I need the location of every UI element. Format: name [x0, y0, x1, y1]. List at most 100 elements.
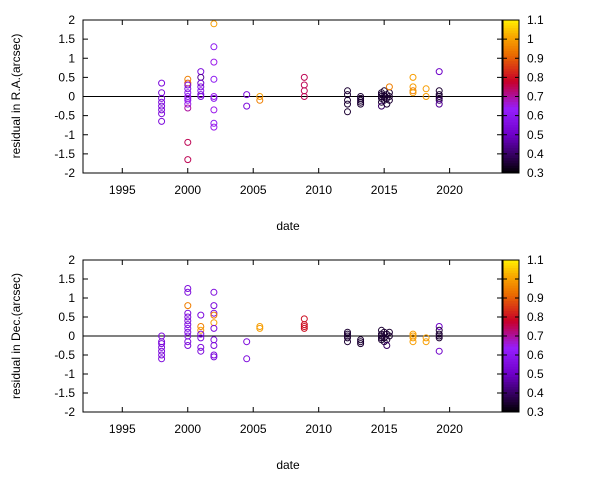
dec-y-tick-label: -2 [64, 405, 75, 419]
ra-colorbar-strip [503, 50, 519, 54]
dec-data-point [357, 336, 365, 344]
ra-data-point [435, 68, 443, 76]
ra-data-point [158, 102, 166, 110]
dec-data-point [409, 330, 417, 338]
ra-x-tick-label: 1995 [109, 183, 136, 197]
dec-data-point [210, 309, 218, 317]
dec-colorbar-strip [503, 315, 519, 319]
ra-colorbar-strip [503, 111, 519, 115]
dec-residual-panel: -2 -1.5 -1 -0.5 0 0.5 1 1.5 2 1995 2000 2005 2010 201… [9, 253, 544, 472]
ra-colorbar-tick-label: 0.8 [527, 70, 544, 84]
dec-data-point [210, 336, 218, 344]
dec-data-point [210, 311, 218, 319]
dec-colorbar-strip [503, 363, 519, 367]
dec-colorbar-strip [503, 303, 519, 306]
ra-data-point [210, 58, 218, 66]
ra-colorbar-strip [503, 114, 519, 118]
ra-colorbar-strip [503, 152, 519, 156]
dec-colorbar-strip [503, 270, 519, 274]
dec-colorbar-strip [503, 406, 519, 410]
dec-data-point [435, 334, 443, 342]
dec-colorbar-strip [503, 368, 519, 372]
dec-colorbar-strip [503, 275, 519, 279]
dec-colorbar-strip [503, 376, 519, 380]
dec-data-point [357, 338, 365, 346]
ra-data-point [184, 81, 192, 89]
dec-colorbar-strip [503, 391, 519, 395]
dec-colorbar-strip [503, 298, 519, 301]
dec-colorbar-strip [503, 292, 519, 296]
dec-data-point [256, 323, 264, 330]
dec-colorbar-strip [503, 389, 519, 393]
dec-data-point [422, 338, 430, 346]
ra-colorbar-strip [503, 86, 519, 90]
dec-data-point [210, 353, 218, 361]
ra-data-point [158, 98, 166, 106]
ra-colorbar-strip [503, 142, 519, 146]
dec-colorbar-strip [503, 409, 519, 413]
dec-colorbar-strip [503, 351, 519, 355]
ra-colorbar-tick-label: 0.6 [527, 109, 544, 123]
dec-colorbar-strip [503, 272, 519, 276]
dec-colorbar-strip [503, 295, 519, 299]
ra-colorbar-tick-label: 0.3 [527, 166, 544, 180]
ra-data-point [409, 87, 417, 95]
ra-data-point [435, 93, 443, 100]
dec-data-point [197, 330, 205, 338]
ra-colorbar-strip [503, 155, 519, 159]
dec-colorbar-strip [503, 348, 519, 352]
ra-colorbar-strip [503, 139, 519, 143]
ra-data-point [300, 73, 308, 81]
dec-colorbar-strip [503, 260, 519, 263]
dec-colorbar-strip [503, 356, 519, 360]
ra-data-point [357, 100, 365, 108]
dec-data-point [158, 343, 166, 351]
ra-data-point [197, 68, 205, 76]
ra-colorbar-strip [503, 150, 519, 153]
ra-y-tick-label: -0.5 [54, 109, 75, 123]
dec-y-tick-label: -1 [64, 367, 75, 381]
ra-colorbar-strip [503, 127, 519, 131]
ra-y-tick-label: 2 [68, 13, 75, 27]
ra-colorbar-strip [503, 60, 519, 64]
ra-y-tick-label: -1 [64, 128, 75, 142]
dec-data-point [158, 355, 166, 363]
ra-data-point [344, 100, 351, 108]
dec-data-point [158, 340, 166, 348]
dec-colorbar-strip [503, 361, 519, 365]
ra-colorbar-strip [503, 134, 519, 138]
ra-data-point [158, 89, 166, 97]
dec-colorbar-strip [503, 318, 519, 322]
ra-y-tick-label: 0 [68, 90, 75, 104]
ra-colorbar-strip [503, 42, 519, 46]
ra-x-tick-label: 2005 [240, 183, 267, 197]
dec-colorbar-strip [503, 280, 519, 284]
ra-colorbar-tick-label: 1.1 [527, 13, 544, 27]
ra-data-point [184, 100, 192, 108]
dec-colorbar-ticks [503, 260, 519, 413]
ra-colorbar-strip [503, 124, 519, 128]
ra-data-point [409, 73, 417, 81]
ra-colorbar-strip [503, 144, 519, 148]
ra-colorbar-strip [503, 63, 519, 67]
ra-colorbar-strip [503, 167, 519, 171]
dec-colorbar-strip [503, 333, 519, 337]
dec-colorbar-strip [503, 353, 519, 357]
dec-data-point [435, 332, 443, 340]
ra-colorbar-ticks [503, 20, 519, 174]
ra-colorbar-strip [503, 48, 519, 51]
ra-colorbar-strip [503, 22, 519, 26]
dec-colorbar-strip [503, 341, 519, 344]
dec-colorbar-strip [503, 371, 519, 375]
dec-x-tick-label: 2000 [174, 422, 201, 436]
dec-data-point [383, 342, 391, 349]
ra-data-point [385, 83, 393, 91]
dec-colorbar-strip [503, 374, 519, 377]
dec-colorbar-tick-label: 0.3 [527, 405, 544, 419]
dec-data-point [184, 313, 192, 321]
ra-data-point [158, 110, 166, 118]
dec-colorbar-strip [503, 300, 519, 304]
dec-colorbar-tick-label: 0.4 [527, 386, 544, 400]
ra-data-point [385, 93, 393, 100]
